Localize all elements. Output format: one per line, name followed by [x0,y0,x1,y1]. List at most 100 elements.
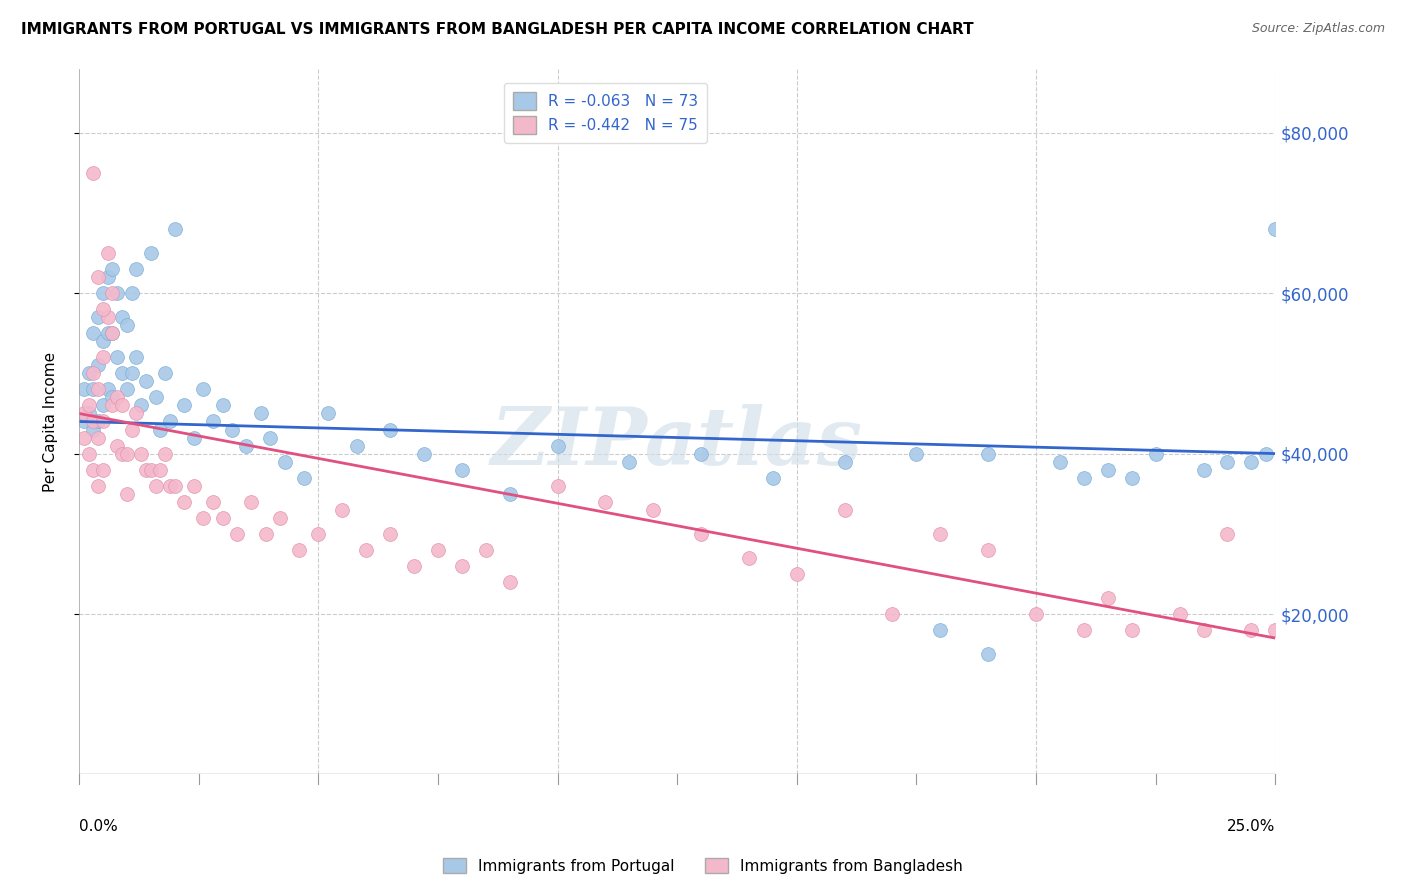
Point [402,558,425,573]
Point [82,423,104,437]
Point [101,326,124,341]
Point [1121,470,1143,484]
Point [269,510,291,524]
Point [105,351,128,365]
Point [163,478,186,492]
Point [977,647,1000,661]
Text: ZIPatlas: ZIPatlas [491,404,863,482]
Point [183,478,205,492]
Point [97,310,120,325]
Point [1192,462,1215,476]
Point [91,415,114,429]
Point [1168,607,1191,621]
Point [77,399,100,413]
Point [115,447,138,461]
Point [87,415,110,429]
Point [91,399,114,413]
Point [77,407,100,421]
Point [690,526,713,541]
Point [91,302,114,317]
Point [82,326,104,341]
Point [211,510,233,524]
Point [73,431,96,445]
Point [211,399,233,413]
Point [153,367,176,381]
Point [307,526,329,541]
Point [153,447,176,461]
Point [101,391,124,405]
Point [87,478,110,492]
Point [1264,623,1286,637]
Point [240,494,263,508]
Point [254,526,277,541]
Legend: Immigrants from Portugal, Immigrants from Bangladesh: Immigrants from Portugal, Immigrants fro… [437,852,969,880]
Point [346,439,368,453]
Point [91,351,114,365]
Point [762,470,785,484]
Text: IMMIGRANTS FROM PORTUGAL VS IMMIGRANTS FROM BANGLADESH PER CAPITA INCOME CORRELA: IMMIGRANTS FROM PORTUGAL VS IMMIGRANTS F… [21,22,974,37]
Point [163,222,186,236]
Point [121,423,143,437]
Point [101,286,124,301]
Point [249,407,271,421]
Text: 25.0%: 25.0% [1227,819,1275,834]
Point [288,542,311,557]
Point [115,486,138,500]
Point [274,454,297,468]
Point [183,431,205,445]
Point [82,166,104,180]
Point [474,542,496,557]
Point [111,310,134,325]
Point [91,334,114,349]
Point [91,286,114,301]
Point [193,510,215,524]
Point [1240,454,1263,468]
Point [929,623,952,637]
Point [139,462,162,476]
Point [82,462,104,476]
Point [1097,591,1119,605]
Point [221,423,243,437]
Point [149,423,172,437]
Point [82,367,104,381]
Point [73,407,96,421]
Point [129,447,152,461]
Point [111,367,134,381]
Point [1254,447,1277,461]
Y-axis label: Per Capita Income: Per Capita Income [44,351,58,491]
Point [1073,623,1095,637]
Point [1025,607,1047,621]
Point [1144,447,1167,461]
Point [125,407,148,421]
Point [125,262,148,277]
Point [105,286,128,301]
Point [1121,623,1143,637]
Point [905,447,928,461]
Point [87,310,110,325]
Point [139,246,162,260]
Point [77,447,100,461]
Point [1216,454,1239,468]
Point [101,399,124,413]
Point [834,502,856,516]
Point [292,470,315,484]
Point [87,270,110,285]
Point [105,439,128,453]
Point [87,383,110,397]
Point [235,439,257,453]
Point [101,326,124,341]
Point [135,375,157,389]
Point [149,462,172,476]
Point [77,367,100,381]
Point [82,415,104,429]
Point [378,526,401,541]
Point [354,542,377,557]
Point [643,502,665,516]
Point [1097,462,1119,476]
Point [87,359,110,373]
Point [882,607,904,621]
Point [87,431,110,445]
Point [619,454,641,468]
Point [330,502,353,516]
Point [316,407,339,421]
